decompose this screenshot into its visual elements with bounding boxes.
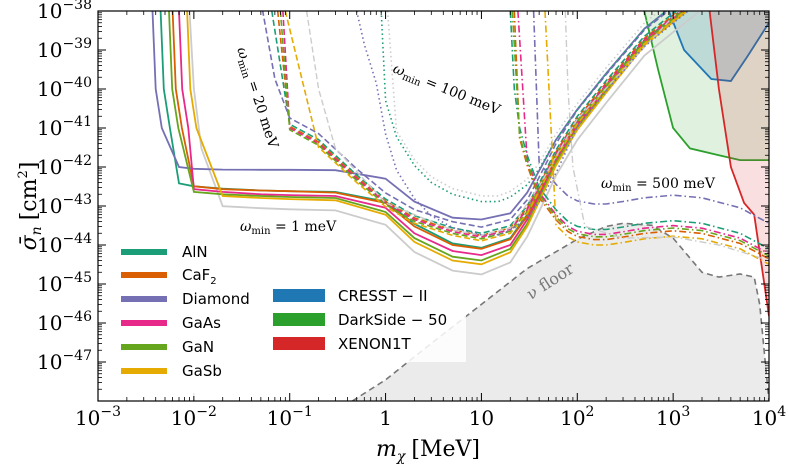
- legend-experiments: CRESST − II DarkSide − 50 XENON1T: [266, 278, 466, 362]
- legend-item-cresst: CRESST − II: [273, 287, 428, 305]
- x-tick-label: 104: [752, 404, 786, 430]
- legend-label-gan: GaN: [182, 338, 214, 356]
- y-axis-label: σ̄n[cm2]: [16, 162, 45, 251]
- legend-swatch-xenon1t: [273, 337, 325, 350]
- y-tick-label: 10−44: [37, 231, 92, 257]
- y-tick-label: 10−46: [37, 309, 92, 335]
- legend-label-gaas: GaAs: [182, 314, 221, 332]
- region-boundary-xenon1t: [708, 11, 769, 317]
- region-fill-xenon1t: [709, 11, 769, 317]
- y-tick-label: 10−47: [37, 348, 92, 374]
- tick-labels: 10−3 10−2 10−1 1 10 102 103 104 10−38 10−39 10−40 1…: [37, 0, 786, 430]
- excluded-regions: [643, 11, 769, 317]
- curve-wmin-500-gasb: [544, 11, 769, 266]
- legend-label-caf2: CaF2: [182, 266, 217, 287]
- x-tick-label: 10−1: [267, 404, 313, 430]
- curve-wmin-20-envelope: [305, 11, 682, 236]
- curve-wmin-500-aln: [509, 11, 769, 250]
- x-tick-label: 103: [656, 404, 690, 430]
- curve-wmin-20-gasb: [284, 11, 687, 242]
- region-fill-darkside: [644, 11, 769, 161]
- axis-ticks: [97, 10, 770, 401]
- curve-wmin-500-gaas: [517, 11, 769, 255]
- legend-label-cresst: CRESST − II: [338, 287, 428, 305]
- curve-wmin-500-diamond: [532, 11, 769, 225]
- x-tick-label: 10−2: [171, 404, 217, 430]
- x-tick-label: 10−3: [75, 404, 121, 430]
- x-axis-label: mχ [MeV]: [376, 437, 480, 465]
- y-tick-label: 10−40: [37, 75, 92, 101]
- legend-label-aln: AlN: [182, 243, 208, 261]
- legend-item-aln: AlN: [121, 243, 208, 261]
- annotation-wmin-500: ωmin = 500 meV: [601, 176, 716, 194]
- y-tick-label: 10−39: [37, 36, 92, 62]
- legend-item-xenon1t: XENON1T: [273, 335, 412, 353]
- legend-item-caf2: CaF2: [121, 266, 217, 287]
- legend-label-xenon1t: XENON1T: [338, 335, 412, 353]
- curve-wmin-1-caf: [171, 11, 684, 250]
- y-tick-label: 10−42: [37, 153, 92, 179]
- x-tick-label: 1: [379, 406, 392, 430]
- curve-wmin-500-caf: [513, 11, 769, 260]
- x-tick-label: 102: [560, 404, 594, 430]
- region-fill-cresst: [668, 11, 769, 81]
- annotation-wmin-100: ωmin = 100 meV: [390, 61, 503, 121]
- legend-item-gasb: GaSb: [121, 362, 222, 380]
- y-tick-label: 10−41: [37, 114, 92, 140]
- legend-item-darkside: DarkSide − 50: [273, 311, 447, 329]
- legend-item-gan: GaN: [121, 338, 214, 356]
- y-tick-label: 10−43: [37, 192, 92, 218]
- annotation-wmin-1: ωmin = 1 meV: [240, 219, 337, 237]
- legend-swatch-cresst: [273, 289, 325, 302]
- legend-label-darkside: DarkSide − 50: [338, 311, 447, 329]
- annotation-wmin-20: ωmin = 20 meV: [231, 45, 281, 151]
- curve-wmin-1-envelope: [188, 11, 702, 276]
- legend-materials: AlN CaF2 Diamond GaAs GaN GaSb: [108, 236, 260, 396]
- reach-curves: [151, 11, 769, 276]
- legend-item-diamond: Diamond: [121, 290, 250, 308]
- curve-wmin-500-gan: [511, 11, 769, 257]
- y-tick-label: 10−38: [37, 0, 92, 23]
- legend-label-diamond: Diamond: [182, 290, 250, 308]
- region-boundary-cresst: [667, 11, 769, 82]
- legend-label-gasb: GaSb: [182, 362, 222, 380]
- curve-wmin-500-envelope: [564, 11, 769, 262]
- legend-item-gaas: GaAs: [121, 314, 221, 332]
- y-tick-label: 10−45: [37, 270, 92, 296]
- region-boundary-darkside: [643, 11, 769, 161]
- legend-swatch-darkside: [273, 313, 325, 326]
- x-tick-label: 10: [469, 406, 494, 430]
